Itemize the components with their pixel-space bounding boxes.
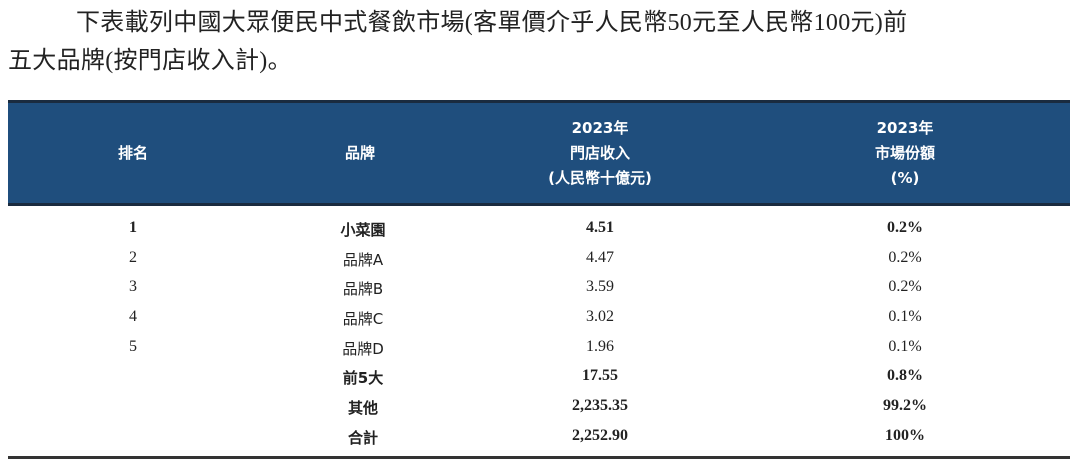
cell-revenue: 4.51 <box>586 219 614 236</box>
table-header: 排名 品牌 2023年 門店收入 (人民幣十億元) 2023年 市場份額 (%) <box>8 100 1070 206</box>
cell-share: 0.2% <box>887 219 923 236</box>
cell-brand: 小菜園 <box>340 221 386 239</box>
intro-line-2: 五大品牌(按門店收入計)。 <box>8 48 292 74</box>
market-share-table: 排名 品牌 2023年 門店收入 (人民幣十億元) 2023年 市場份額 (%)… <box>8 100 1070 459</box>
header-share-year: 2023年 <box>876 118 934 137</box>
cell-revenue: 3.02 <box>586 308 614 326</box>
cell-rank: 3 <box>129 278 137 296</box>
cell-share: 99.2% <box>883 397 927 415</box>
table-row: 3 品牌B 3.59 0.2% <box>8 273 1070 303</box>
cell-revenue: 2,235.35 <box>572 397 628 415</box>
cell-share: 0.1% <box>888 337 922 355</box>
header-brand: 品牌 <box>310 103 410 203</box>
cell-revenue: 4.47 <box>586 248 614 266</box>
cell-brand: 品牌A <box>342 250 384 269</box>
header-rank-label: 排名 <box>117 143 148 162</box>
header-revenue-label: 門店收入 <box>569 143 630 162</box>
table-row: 5 品牌D 1.96 0.1% <box>8 333 1070 363</box>
cell-share: 0.2% <box>888 278 922 296</box>
header-revenue-unit: (人民幣十億元) <box>548 168 652 187</box>
table-row: 2 品牌A 4.47 0.2% <box>8 244 1070 274</box>
cell-brand: 品牌C <box>342 310 384 329</box>
table-row: 合計 2,252.90 100% <box>8 422 1070 452</box>
cell-rank: 4 <box>129 308 137 326</box>
cell-brand: 合計 <box>347 428 378 447</box>
cell-share: 0.1% <box>888 308 922 326</box>
table-row: 前5大 17.55 0.8% <box>8 362 1070 392</box>
header-share-label: 市場份額 <box>874 143 935 162</box>
header-share: 2023年 市場份額 (%) <box>805 103 1005 203</box>
cell-share: 100% <box>885 426 925 444</box>
cell-share: 0.8% <box>887 367 923 385</box>
header-revenue: 2023年 門店收入 (人民幣十億元) <box>500 103 700 203</box>
header-rank: 排名 <box>83 103 183 203</box>
table-row: 4 品牌C 3.02 0.1% <box>8 303 1070 333</box>
intro-paragraph: 下表載列中國大眾便民中式餐飲市場(客單價介乎人民幣50元至人民幣100元)前 五… <box>8 4 1078 80</box>
cell-revenue: 1.96 <box>586 337 614 355</box>
header-revenue-year: 2023年 <box>571 118 629 137</box>
cell-rank: 2 <box>129 248 137 266</box>
table-body: 1 小菜園 4.51 0.2% 2 品牌A 4.47 0.2% 3 品牌B 3.59 0.2% 4 品牌C… <box>8 206 1070 459</box>
cell-brand: 其他 <box>347 399 378 418</box>
cell-rank: 5 <box>129 337 137 355</box>
table-row: 1 小菜園 4.51 0.2% <box>8 214 1070 244</box>
header-brand-label: 品牌 <box>344 143 375 162</box>
cell-revenue: 2,252.90 <box>572 426 628 444</box>
header-share-unit: (%) <box>890 168 920 187</box>
cell-brand: 品牌B <box>342 280 384 299</box>
cell-revenue: 3.59 <box>586 278 614 296</box>
intro-line-1: 下表載列中國大眾便民中式餐飲市場(客單價介乎人民幣50元至人民幣100元)前 <box>76 10 908 36</box>
cell-revenue: 17.55 <box>582 367 618 385</box>
cell-rank: 1 <box>129 219 137 236</box>
cell-brand: 品牌D <box>342 339 384 358</box>
cell-brand: 前5大 <box>342 369 384 388</box>
table-row: 其他 2,235.35 99.2% <box>8 392 1070 422</box>
cell-share: 0.2% <box>888 248 922 266</box>
